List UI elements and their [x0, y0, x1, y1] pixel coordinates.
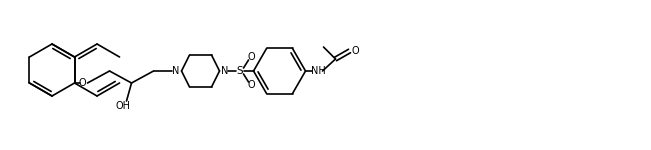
- Text: O: O: [247, 52, 255, 62]
- Text: O: O: [79, 78, 87, 88]
- Text: S: S: [236, 66, 243, 76]
- Text: N: N: [221, 66, 229, 76]
- Text: OH: OH: [115, 101, 130, 111]
- Text: NH: NH: [311, 66, 326, 76]
- Text: O: O: [247, 80, 255, 90]
- Text: O: O: [352, 46, 359, 56]
- Text: N: N: [172, 66, 179, 76]
